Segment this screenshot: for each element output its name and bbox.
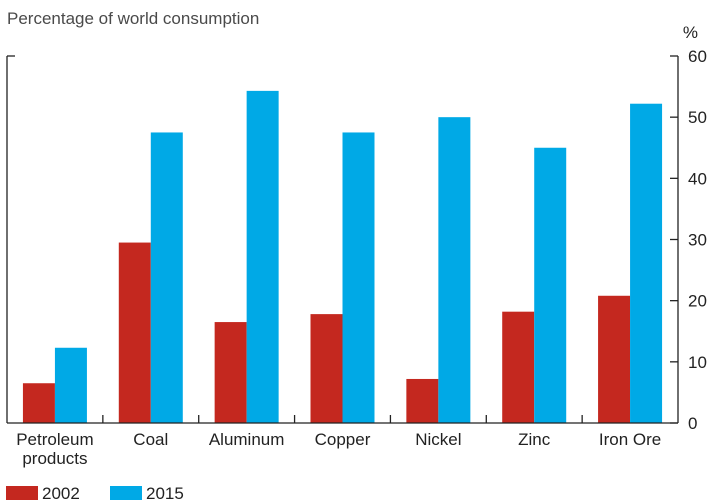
bar-2002-1 [118, 242, 151, 423]
bar-2002-0 [22, 383, 55, 423]
x-tick-label-2: Aluminum [209, 430, 285, 449]
y-tick-label-10: 10 [688, 353, 707, 372]
bar-2015-5 [534, 147, 567, 423]
x-tick-label-5: Zinc [518, 430, 551, 449]
x-tick-label-6: Iron Ore [599, 430, 661, 449]
bar-2002-3 [310, 314, 343, 423]
x-tick-label-line: Aluminum [209, 430, 285, 449]
y-tick-label-0: 0 [688, 414, 697, 433]
x-tick-label-0: Petroleum products [16, 430, 93, 468]
x-tick-label-line: Zinc [518, 430, 551, 449]
x-tick-label-line: products [22, 449, 87, 468]
x-tick-label-line: Coal [133, 430, 168, 449]
bar-2002-5 [502, 311, 535, 423]
bar-2015-0 [54, 347, 87, 423]
plot-area: 0 10 20 30 40 50 60 Petroleum products Coal Alumin… [6, 47, 707, 468]
legend: 2002 2015 [6, 484, 184, 503]
y-axis-unit: % [683, 23, 698, 42]
chart-subtitle: Percentage of world consumption [7, 9, 259, 28]
bar-2002-2 [214, 322, 247, 423]
x-tick-label-4: Nickel [415, 430, 461, 449]
bar-2015-3 [342, 132, 375, 423]
bar-2015-1 [150, 132, 183, 423]
bar-2002-4 [406, 378, 439, 423]
x-tick-label-3: Copper [315, 430, 371, 449]
bar-2015-6 [630, 103, 663, 424]
legend-swatch-2002 [6, 486, 38, 500]
x-tick-label-line: Petroleum [16, 430, 93, 449]
bar-2015-4 [438, 117, 471, 424]
x-tick-label-line: Nickel [415, 430, 461, 449]
x-tick-label-1: Coal [133, 430, 168, 449]
y-tick-label-30: 30 [688, 231, 707, 250]
legend-swatch-2015 [110, 486, 142, 500]
y-tick-label-40: 40 [688, 169, 707, 188]
bar-2015-2 [246, 90, 279, 424]
x-tick-label-line: Iron Ore [599, 430, 661, 449]
y-tick-label-20: 20 [688, 292, 707, 311]
y-tick-label-60: 60 [688, 47, 707, 66]
y-tick-label-50: 50 [688, 108, 707, 127]
bar-2002-6 [598, 295, 631, 423]
x-tick-label-line: Copper [315, 430, 371, 449]
legend-label-2002: 2002 [42, 484, 80, 503]
legend-label-2015: 2015 [146, 484, 184, 503]
